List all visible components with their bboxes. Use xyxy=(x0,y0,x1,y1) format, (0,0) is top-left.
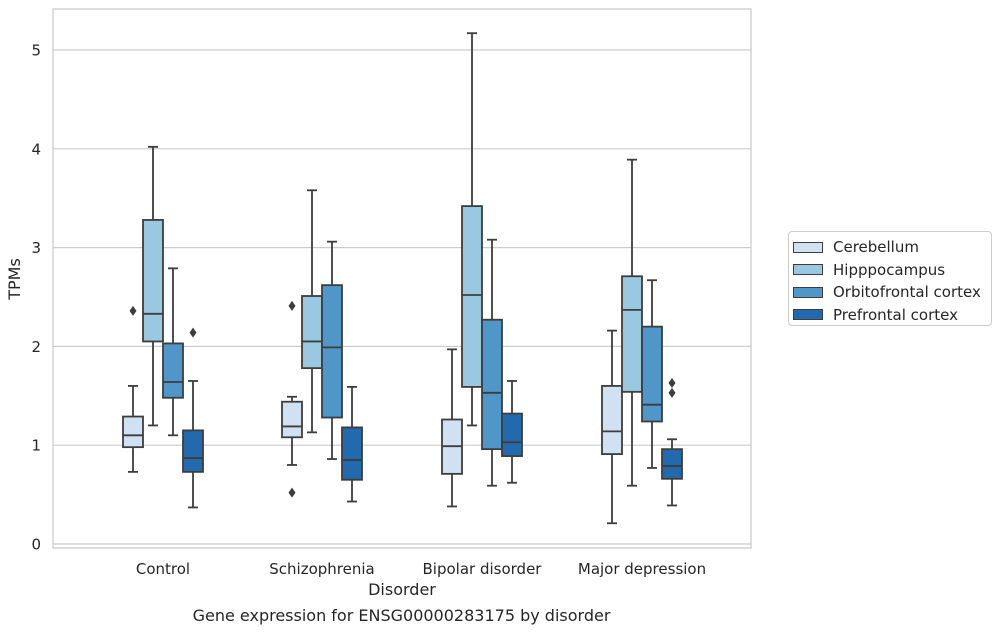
box-hipppocampus xyxy=(142,145,164,427)
legend-swatch xyxy=(793,286,823,298)
outlier-point xyxy=(668,377,676,388)
outlier-point xyxy=(288,487,296,498)
legend-item: Prefrontal cortex xyxy=(793,304,991,327)
box-cerebellum xyxy=(122,305,144,473)
legend-item: Hipppocampus xyxy=(793,259,991,282)
legend-swatch xyxy=(793,264,823,276)
legend-label: Orbitofrontal cortex xyxy=(833,283,981,302)
box-plots xyxy=(122,32,683,525)
box-prefrontal-cortex xyxy=(341,386,363,503)
x-tick-label: Major depression xyxy=(578,560,706,578)
y-tick-label: 3 xyxy=(31,239,41,257)
box-iqr xyxy=(341,426,363,481)
figure-caption: Gene expression for ENSG00000283175 by d… xyxy=(192,606,611,625)
x-tick-label: Bipolar disorder xyxy=(423,560,543,578)
box-iqr xyxy=(641,325,663,423)
box-iqr xyxy=(481,318,503,451)
box-orbitofrontal-cortex xyxy=(162,267,184,437)
box-cerebellum xyxy=(601,329,623,525)
box-iqr xyxy=(501,412,523,457)
legend: Cerebellum Hipppocampus Orbitofrontal cort… xyxy=(788,231,992,326)
box-iqr xyxy=(281,400,303,439)
box-hipppocampus xyxy=(461,32,483,427)
box-iqr xyxy=(601,385,623,455)
y-tick-label: 1 xyxy=(31,437,41,455)
outlier-point xyxy=(288,300,296,311)
box-orbitofrontal-cortex xyxy=(481,238,503,487)
outlier-point xyxy=(129,305,137,316)
outlier-point xyxy=(189,327,197,338)
box-iqr xyxy=(661,448,683,480)
axis-ticks: 0 1 2 3 4 5 Control Schizophrenia Bipolar disord… xyxy=(31,42,706,579)
box-iqr xyxy=(301,295,323,370)
box-iqr xyxy=(142,219,164,343)
y-tick-label: 4 xyxy=(31,140,41,158)
box-prefrontal-cortex xyxy=(661,377,683,507)
box-cerebellum xyxy=(441,348,463,508)
box-hipppocampus xyxy=(621,158,643,487)
y-axis-label: TPMs xyxy=(5,258,24,301)
x-axis-label: Disorder xyxy=(368,580,436,599)
box-iqr xyxy=(461,205,483,388)
plot-area-frame xyxy=(52,8,752,549)
x-tick-label: Control xyxy=(136,560,190,578)
box-hipppocampus xyxy=(301,189,323,434)
legend-item: Cerebellum xyxy=(793,236,991,259)
x-tick-label: Schizophrenia xyxy=(269,560,374,578)
legend-swatch xyxy=(793,309,823,321)
box-cerebellum xyxy=(281,300,303,498)
box-iqr xyxy=(182,429,204,473)
y-tick-label: 0 xyxy=(31,536,41,554)
box-iqr xyxy=(321,284,343,419)
box-orbitofrontal-cortex xyxy=(321,240,343,460)
box-iqr xyxy=(122,415,144,449)
legend-item: Orbitofrontal cortex xyxy=(793,281,991,304)
y-tick-label: 5 xyxy=(31,42,41,60)
legend-label: Hipppocampus xyxy=(833,260,946,279)
legend-label: Cerebellum xyxy=(833,238,919,257)
legend-swatch xyxy=(793,241,823,253)
box-iqr xyxy=(162,342,184,399)
legend-label: Prefrontal cortex xyxy=(833,305,958,324)
outlier-point xyxy=(668,387,676,398)
box-orbitofrontal-cortex xyxy=(641,279,663,469)
box-prefrontal-cortex xyxy=(501,380,523,484)
box-prefrontal-cortex xyxy=(182,327,204,509)
y-tick-label: 2 xyxy=(31,338,41,356)
box-iqr xyxy=(621,275,643,393)
